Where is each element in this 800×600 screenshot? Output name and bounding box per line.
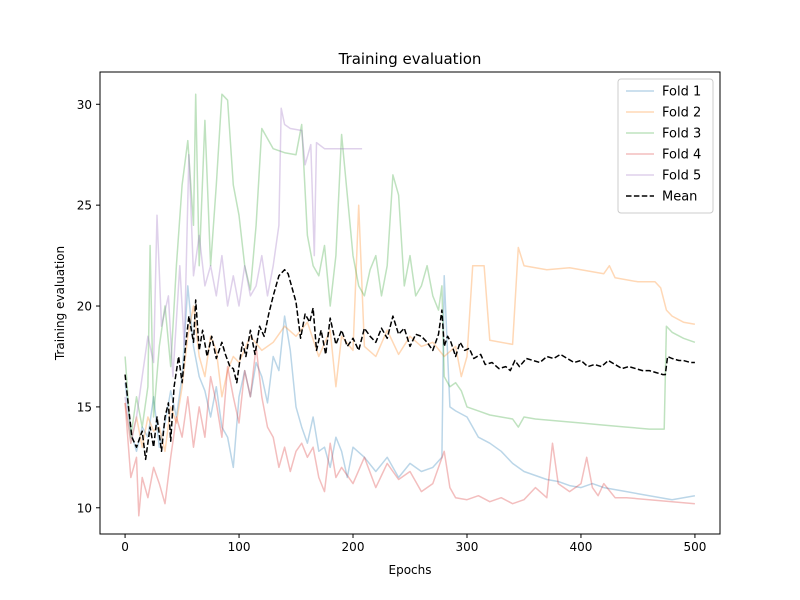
legend-label-mean: Mean [662,190,697,205]
legend-label-fold-4: Fold 4 [662,148,701,163]
axes-frame [99,71,721,535]
y-tick-label: 15 [77,400,92,414]
x-axis: 0 100 200 300 400 500 [121,534,706,554]
legend-label-fold-3: Fold 3 [662,127,701,142]
series-line-fold-5 [124,107,363,444]
legend-label-fold-2: Fold 2 [662,106,701,121]
x-tick-label: 300 [456,540,479,554]
plot-area [124,93,696,517]
x-tick-label: 200 [342,540,365,554]
y-tick-label: 25 [77,199,92,213]
y-axis: 10 15 20 25 30 [77,98,100,515]
y-tick-label: 10 [77,501,92,515]
legend: Fold 1 Fold 2 Fold 3 Fold 4 Fold 5 Mean [617,78,714,214]
x-tick-label: 400 [570,540,593,554]
series-line-fold-4 [124,345,695,517]
series-line-fold-3 [124,93,696,438]
x-tick-label: 100 [228,540,251,554]
legend-label-fold-5: Fold 5 [662,169,701,184]
legend-box [617,78,714,214]
series-line-fold-2 [124,204,696,453]
x-tick-label: 500 [683,540,706,554]
chart-title: Training evaluation [338,50,482,68]
series-line-fold-1 [124,275,696,501]
x-tick-label: 0 [121,540,129,554]
y-tick-label: 20 [77,300,92,314]
legend-label-fold-1: Fold 1 [662,85,701,100]
x-axis-label: Epochs [389,563,432,577]
y-tick-label: 30 [77,98,92,112]
y-axis-label: Training evaluation [53,246,67,361]
series-line-mean [124,268,695,461]
